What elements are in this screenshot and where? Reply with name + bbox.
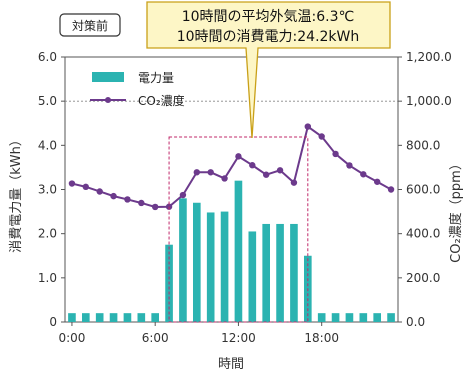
y-axis-left-title: 消費電力量（kWh）: [9, 133, 24, 253]
co2-point: [110, 192, 117, 200]
right-tick-label: 400.0: [406, 227, 440, 241]
bar: [68, 313, 76, 322]
left-tick-label: 5.0: [38, 94, 57, 108]
co2-point: [290, 179, 298, 186]
left-axis-ticks: 0 1.0 2.0 3.0 4.0 5.0 6.0: [38, 50, 65, 329]
right-tick-label: 1,200.0: [406, 50, 452, 64]
co2-point: [82, 183, 90, 191]
bar: [109, 313, 118, 322]
co2-point: [96, 188, 103, 195]
x-axis-ticks: 0:00 6:00 12:00 18:00: [58, 322, 339, 345]
bar: [220, 211, 229, 322]
bar: [248, 231, 257, 322]
co2-point: [276, 167, 284, 174]
highlight-box: [168, 136, 309, 323]
line-series: [68, 123, 395, 211]
co2-point: [387, 186, 395, 193]
left-tick-label: 1.0: [38, 271, 57, 285]
bar-series: [68, 180, 395, 322]
bar: [317, 313, 326, 322]
bar: [206, 212, 215, 322]
bar: [373, 313, 382, 322]
left-tick-label: 6.0: [38, 50, 57, 64]
bar: [387, 313, 395, 322]
badge-label: 対策前: [72, 18, 108, 33]
left-tick-label: 3.0: [38, 183, 57, 197]
right-tick-label: 600.0: [406, 183, 440, 197]
bar: [81, 313, 90, 322]
x-axis-title: 時間: [218, 357, 244, 372]
right-tick-label: 1,000.0: [406, 94, 452, 108]
co2-point: [332, 150, 339, 158]
co2-point: [373, 178, 381, 185]
bar: [234, 180, 243, 322]
co2-point: [207, 169, 214, 176]
bar: [192, 202, 201, 322]
right-tick-label: 0.0: [406, 315, 425, 329]
right-tick-label: 800.0: [406, 138, 440, 152]
left-tick-label: 2.0: [38, 227, 57, 241]
bar: [290, 223, 298, 322]
co2-point: [360, 171, 367, 178]
bar: [123, 313, 132, 322]
left-tick-label: 4.0: [38, 138, 57, 152]
bar: [95, 313, 104, 322]
callout-line-2: 10時間の消費電力:24.2kWh: [177, 29, 360, 45]
co2-point: [221, 175, 228, 182]
right-axis-ticks: 0.0 200.0 400.0 600.0 800.0 1,000.0 1,200.0: [398, 50, 452, 329]
co2-point: [151, 203, 159, 211]
co2-point: [124, 196, 131, 203]
co2-point: [304, 123, 312, 130]
right-tick-label: 200.0: [406, 271, 440, 285]
left-tick-label: 0: [49, 315, 57, 329]
legend-bar-label: 電力量: [138, 71, 174, 85]
bar: [151, 313, 160, 322]
co2-point: [346, 162, 353, 169]
x-tick-label: 18:00: [304, 331, 339, 345]
bar: [179, 198, 187, 322]
callout-line-1: 10時間の平均外気温:6.3℃: [182, 9, 355, 25]
bar: [331, 313, 340, 322]
bar: [137, 313, 146, 322]
bar: [276, 223, 284, 322]
co2-point: [138, 199, 145, 207]
bar: [345, 313, 354, 322]
legend-bar-swatch: [92, 72, 124, 82]
x-tick-label: 12:00: [221, 331, 256, 345]
co2-point: [249, 162, 256, 169]
co2-point: [318, 133, 325, 140]
co2-point: [179, 191, 187, 199]
x-tick-label: 0:00: [58, 331, 85, 345]
badge-box: [59, 13, 121, 37]
co2-point: [68, 180, 76, 187]
bar: [359, 313, 368, 322]
bar: [262, 223, 271, 322]
x-tick-label: 6:00: [142, 331, 169, 345]
y-axis-right-title: CO₂濃度（ppm）: [448, 157, 464, 263]
legend-line-label: CO₂濃度: [138, 93, 185, 108]
co2-point: [193, 169, 201, 176]
co2-point: [235, 153, 242, 160]
legend-line-marker: [105, 97, 111, 103]
co2-point: [262, 171, 270, 178]
callout-box: [146, 1, 391, 139]
